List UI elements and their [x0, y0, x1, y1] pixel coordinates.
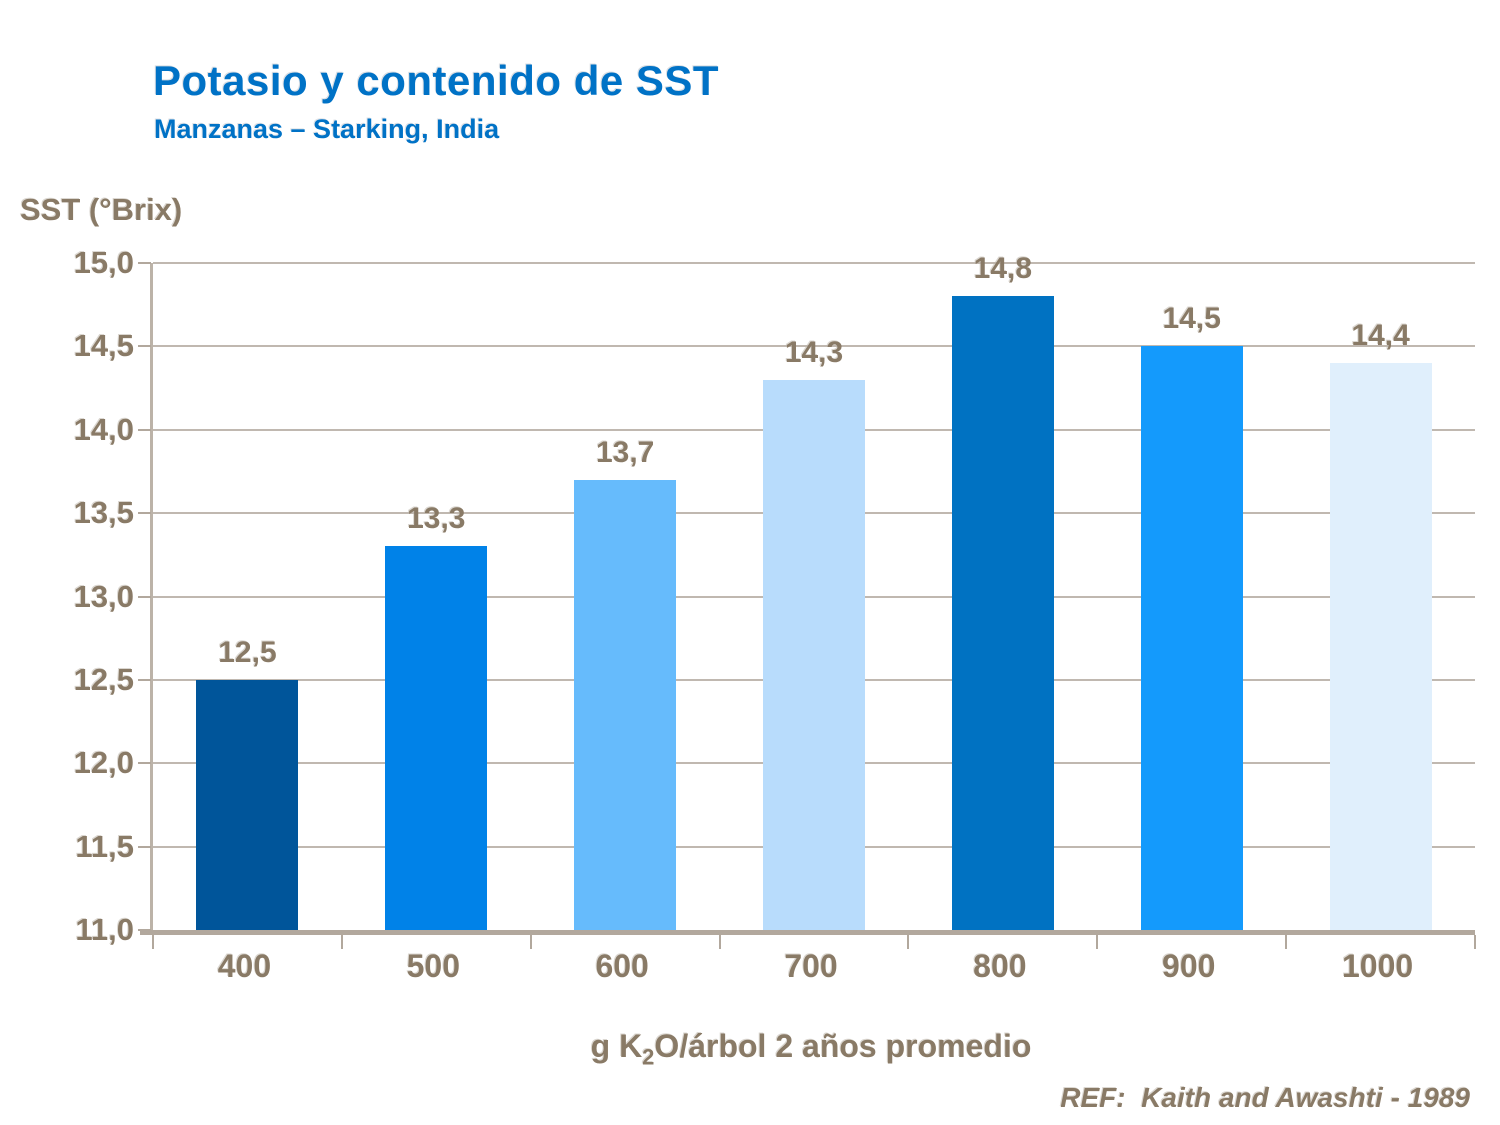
y-tick-mark [138, 762, 151, 765]
y-axis-tick-labels: 15,0 14,5 14,0 13,5 13,0 12,5 12,0 11,5 11,0 [30, 245, 134, 947]
y-tick-label: 14,0 [73, 411, 134, 447]
x-axis-title-sub: 2 [642, 1044, 655, 1070]
y-tick-mark [138, 345, 151, 348]
x-tick-mark [152, 935, 154, 949]
bar-800 [951, 296, 1054, 930]
y-tick-label: 11,0 [75, 912, 134, 947]
bar-700 [763, 379, 865, 930]
bar-value-label: 14,4 [1351, 319, 1410, 353]
bar-slot: 12,5 [153, 263, 342, 930]
bar-1000 [1329, 363, 1432, 930]
x-tick-mark [718, 935, 721, 949]
bar-400 [196, 679, 299, 930]
x-axis-line [140, 930, 1475, 935]
y-tick-label: 13,0 [73, 578, 134, 614]
x-axis-title-pre: g K [590, 1028, 643, 1064]
y-tick-mark [138, 678, 151, 681]
bar-slot: 13,7 [531, 263, 720, 930]
x-axis-title-post: O/árbol 2 años promedio [654, 1028, 1032, 1064]
y-tick-label: 11,5 [75, 828, 134, 864]
y-tick-label: 13,5 [73, 495, 134, 531]
bar-500 [385, 546, 488, 930]
x-axis-tick-labels: 400 500 600 700 800 900 1000 [150, 948, 1472, 990]
x-tick-label: 500 [406, 948, 460, 984]
bar-value-label: 14,8 [973, 252, 1033, 286]
x-tick-mark [1096, 935, 1099, 949]
reference-citation: REF: Kaith and Awashti - 1989 [1060, 1082, 1470, 1113]
bar-slot: 13,3 [342, 263, 531, 930]
bar-value-label: 13,3 [407, 502, 466, 536]
chart-subtitle: Manzanas – Starking, India [154, 114, 500, 144]
y-tick-mark [138, 428, 151, 431]
y-tick-mark [138, 262, 151, 264]
x-axis-title: g K2O/árbol 2 años promedio [150, 1028, 1472, 1070]
y-tick-label: 12,0 [73, 745, 134, 781]
x-tick-label: 600 [595, 948, 649, 984]
plot-area: 12,5 13,3 13,7 14,3 14,8 14,5 14,4 [138, 252, 1476, 949]
x-tick-mark [1474, 935, 1476, 949]
y-tick-label: 14,5 [73, 328, 134, 364]
y-tick-mark [138, 595, 151, 598]
y-tick-label: 15,0 [73, 245, 134, 280]
bar-slot: 14,8 [908, 252, 1097, 930]
x-tick-label: 700 [784, 948, 838, 984]
bars-container: 12,5 13,3 13,7 14,3 14,8 14,5 14,4 [153, 252, 1475, 930]
x-tick-mark [907, 935, 910, 949]
bar-slot: 14,5 [1097, 263, 1286, 930]
bar-slot: 14,4 [1286, 263, 1475, 930]
bar-value-label: 12,5 [218, 635, 277, 669]
bar-slot: 14,3 [720, 263, 909, 930]
x-tick-mark [529, 935, 532, 949]
x-tick-label: 900 [1162, 948, 1216, 984]
x-tick-mark [1285, 935, 1288, 949]
x-tick-label: 800 [973, 948, 1027, 984]
bar-600 [574, 479, 677, 930]
x-tick-mark [340, 935, 343, 949]
y-axis-title: SST (°Brix) [20, 192, 183, 227]
bar-value-label: 14,3 [784, 335, 844, 369]
bar-900 [1140, 346, 1243, 930]
chart-title: Potasio y contenido de SST [153, 57, 720, 104]
y-tick-mark [138, 512, 151, 515]
bar-value-label: 13,7 [595, 435, 655, 469]
x-tick-label: 400 [217, 948, 272, 984]
x-tick-label: 1000 [1341, 948, 1414, 984]
y-tick-mark [138, 845, 151, 848]
bar-value-label: 14,5 [1162, 302, 1221, 336]
y-tick-label: 12,5 [73, 661, 134, 697]
